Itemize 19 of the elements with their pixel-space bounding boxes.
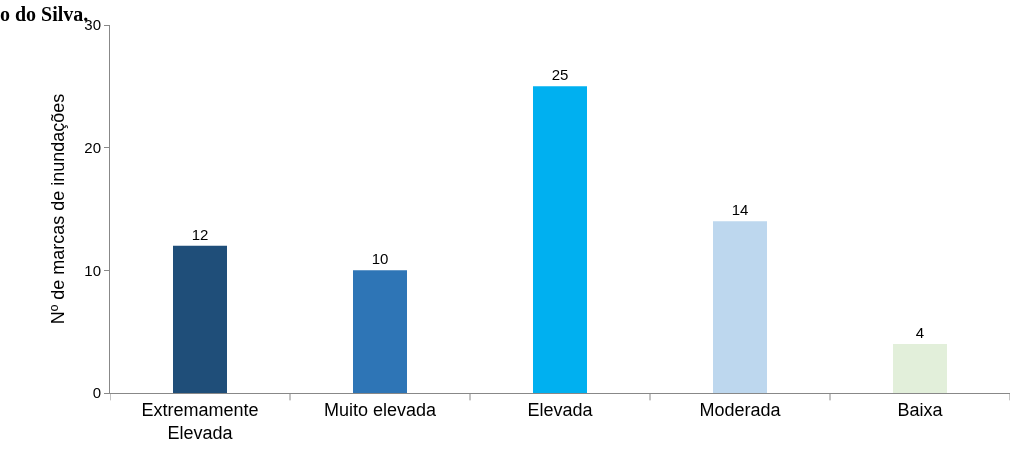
y-tick-label: 10 xyxy=(84,261,101,279)
x-tick-label: Muito elevada xyxy=(323,399,438,420)
y-tick-label: 20 xyxy=(84,138,101,156)
data-label: 10 xyxy=(371,250,389,268)
y-tick-label: 0 xyxy=(92,384,101,402)
bar xyxy=(713,221,767,393)
data-label: 12 xyxy=(191,225,209,243)
data-label: 4 xyxy=(915,323,925,341)
data-label: 25 xyxy=(551,66,569,84)
x-tick-label: Baixa xyxy=(897,399,944,420)
bar xyxy=(173,245,227,393)
x-tick-label: Moderada xyxy=(699,399,782,420)
x-tick-label: Elevada xyxy=(527,399,594,420)
x-tick-label: Extremamente Elevada xyxy=(141,399,259,443)
bar xyxy=(533,86,587,393)
data-label: 14 xyxy=(731,201,749,219)
bar xyxy=(893,343,947,393)
y-axis-title: Nº de marcas de inundações xyxy=(47,93,68,325)
bar xyxy=(353,270,407,393)
